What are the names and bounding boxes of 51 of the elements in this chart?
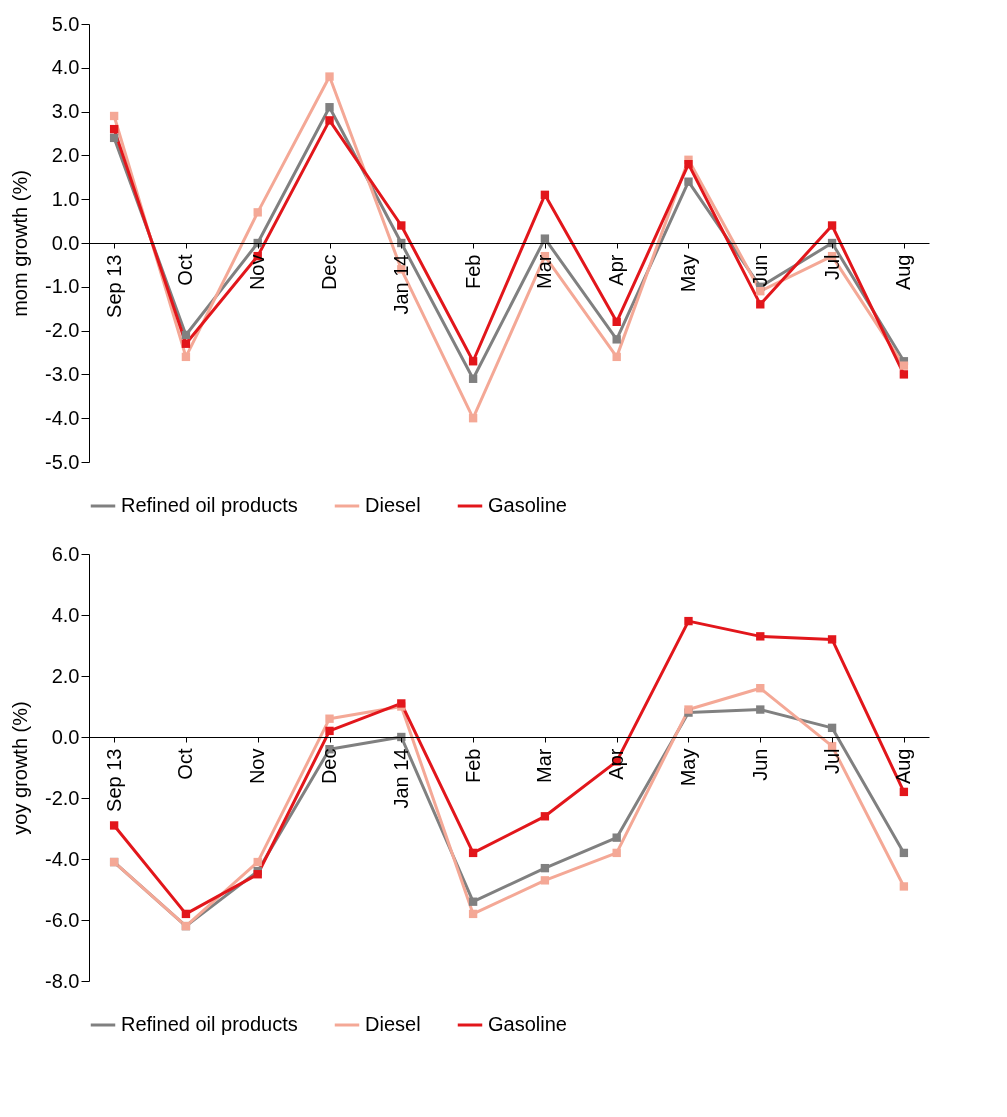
x-tick-label: Jan 14 [389, 748, 412, 809]
legend-label: Diesel [365, 1013, 421, 1035]
y-tick-label: 3.0 [51, 100, 80, 123]
y-tick-label: 0.0 [51, 231, 80, 254]
x-tick-label: Apr [605, 748, 628, 780]
x-tick-label: Sep 13 [102, 748, 125, 812]
y-tick-label: 0.0 [51, 725, 80, 748]
legend-label: Refined oil products [121, 494, 298, 516]
x-tick-label: Jul [820, 254, 843, 281]
x-tick-label: Dec [318, 254, 341, 291]
x-tick-label: Jun [748, 748, 771, 781]
y-tick-label: 6.0 [51, 542, 80, 565]
y-tick-label: -4.0 [45, 406, 80, 429]
x-tick-label: Jan 14 [389, 254, 412, 315]
y-tick-label: -6.0 [45, 908, 80, 931]
y-tick-label: 2.0 [51, 143, 80, 166]
x-tick-label: Nov [246, 254, 269, 291]
y-tick-label: 4.0 [51, 603, 80, 626]
y-tick-label: -8.0 [45, 969, 80, 992]
x-tick-label: Jun [748, 254, 771, 287]
x-tick-label: Aug [892, 748, 915, 785]
y-tick-label: 2.0 [51, 664, 80, 687]
x-tick-label: Feb [461, 254, 484, 289]
x-tick-label: Mar [533, 748, 556, 783]
y-axis-title: yoy growth (%) [9, 701, 32, 835]
legend-label: Diesel [365, 494, 421, 516]
x-tick-label: Oct [174, 748, 197, 780]
y-tick-label: -4.0 [45, 847, 80, 870]
y-tick-label: -1.0 [45, 275, 80, 298]
x-tick-label: Mar [533, 254, 556, 289]
y-tick-label: 4.0 [51, 56, 80, 79]
x-tick-label: Jul [820, 748, 843, 775]
x-tick-label: Dec [318, 748, 341, 785]
x-tick-label: May [676, 748, 699, 787]
x-tick-label: Oct [174, 254, 197, 286]
y-axis-title: mom growth (%) [9, 170, 32, 317]
y-tick-label: -3.0 [45, 362, 80, 385]
y-tick-label: -2.0 [45, 786, 80, 809]
y-tick-label: -2.0 [45, 319, 80, 342]
x-tick-label: Apr [605, 254, 628, 286]
y-tick-label: 5.0 [51, 12, 80, 35]
y-tick-label: 1.0 [51, 187, 80, 210]
x-tick-label: Aug [892, 254, 915, 291]
y-tick-label: -5.0 [45, 450, 80, 473]
x-tick-label: Nov [246, 748, 269, 785]
x-tick-label: Sep 13 [102, 254, 125, 318]
x-tick-label: Feb [461, 748, 484, 783]
legend-label: Gasoline [488, 494, 567, 516]
legend-label: Gasoline [488, 1013, 567, 1035]
x-tick-label: May [676, 254, 699, 293]
legend-label: Refined oil products [121, 1013, 298, 1035]
